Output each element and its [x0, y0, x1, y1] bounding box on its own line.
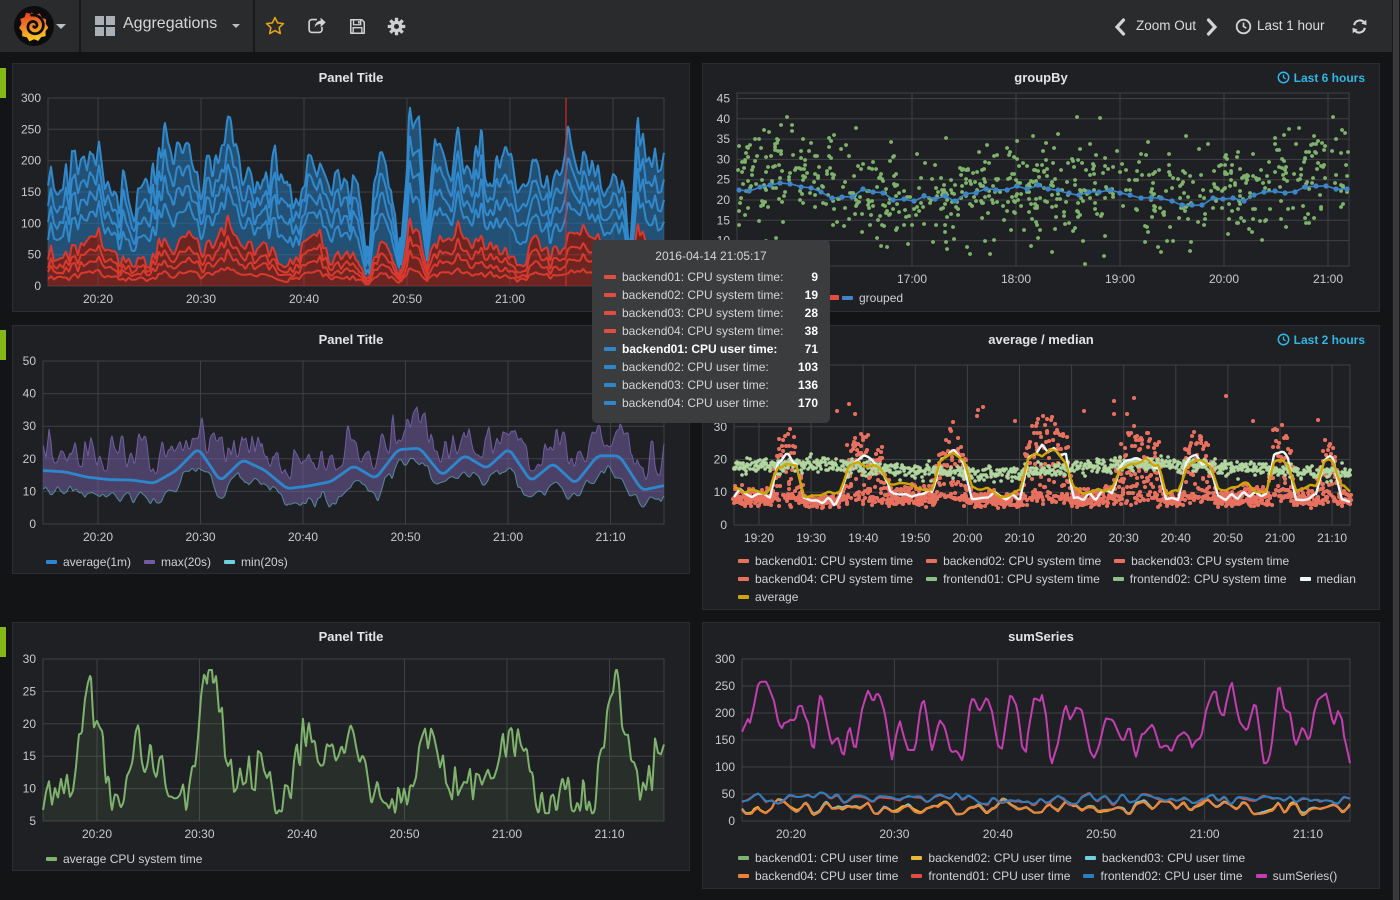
svg-text:250: 250	[715, 679, 735, 693]
svg-text:15: 15	[717, 213, 731, 227]
svg-text:20: 20	[714, 453, 728, 467]
svg-text:20:50: 20:50	[389, 827, 419, 841]
svg-text:21:00: 21:00	[493, 530, 523, 544]
svg-text:30: 30	[717, 152, 731, 166]
svg-text:21:10: 21:10	[1293, 827, 1323, 841]
svg-text:21:00: 21:00	[1190, 827, 1220, 841]
svg-text:21:00: 21:00	[492, 827, 522, 841]
svg-text:20:40: 20:40	[1161, 531, 1191, 545]
svg-text:30: 30	[23, 652, 37, 666]
svg-text:150: 150	[715, 733, 735, 747]
svg-text:25: 25	[23, 684, 37, 698]
svg-text:20:30: 20:30	[185, 530, 215, 544]
svg-text:21:00: 21:00	[1265, 531, 1295, 545]
svg-text:25: 25	[717, 173, 731, 187]
svg-text:19:30: 19:30	[796, 531, 826, 545]
svg-text:20: 20	[23, 717, 37, 731]
svg-text:21:10: 21:10	[595, 530, 625, 544]
svg-text:19:40: 19:40	[848, 531, 878, 545]
svg-text:50: 50	[722, 787, 736, 801]
svg-text:20:40: 20:40	[289, 292, 319, 306]
svg-text:10: 10	[23, 484, 37, 498]
svg-text:21:00: 21:00	[1313, 272, 1343, 286]
svg-text:20:20: 20:20	[83, 530, 113, 544]
svg-text:5: 5	[29, 814, 36, 828]
svg-text:40: 40	[23, 387, 37, 401]
svg-text:20:40: 20:40	[983, 827, 1013, 841]
svg-text:0: 0	[720, 518, 727, 532]
svg-text:21:10: 21:10	[1317, 531, 1347, 545]
svg-text:20:00: 20:00	[1209, 272, 1239, 286]
svg-text:20:50: 20:50	[392, 292, 422, 306]
svg-text:100: 100	[21, 216, 41, 230]
svg-text:10: 10	[714, 485, 728, 499]
svg-text:100: 100	[715, 760, 735, 774]
svg-text:20:20: 20:20	[776, 827, 806, 841]
svg-text:20:20: 20:20	[1057, 531, 1087, 545]
svg-text:20: 20	[23, 452, 37, 466]
svg-text:20:30: 20:30	[186, 292, 216, 306]
svg-text:45: 45	[717, 92, 731, 106]
svg-text:20:40: 20:40	[288, 530, 318, 544]
svg-text:40: 40	[717, 112, 731, 126]
svg-text:0: 0	[29, 517, 36, 531]
svg-text:17:00: 17:00	[897, 272, 927, 286]
svg-text:200: 200	[715, 706, 735, 720]
svg-text:30: 30	[714, 420, 728, 434]
svg-text:20:30: 20:30	[184, 827, 214, 841]
svg-text:21:00: 21:00	[495, 292, 525, 306]
svg-text:20:50: 20:50	[390, 530, 420, 544]
svg-text:300: 300	[715, 652, 735, 666]
svg-text:20:00: 20:00	[952, 531, 982, 545]
svg-text:18:00: 18:00	[1001, 272, 1031, 286]
svg-text:20:20: 20:20	[83, 292, 113, 306]
svg-text:19:20: 19:20	[744, 531, 774, 545]
svg-text:0: 0	[728, 814, 735, 828]
svg-text:20: 20	[717, 193, 731, 207]
svg-text:20:50: 20:50	[1213, 531, 1243, 545]
svg-text:35: 35	[717, 132, 731, 146]
svg-text:200: 200	[21, 154, 41, 168]
svg-text:10: 10	[23, 782, 37, 796]
svg-text:19:50: 19:50	[900, 531, 930, 545]
svg-text:20:30: 20:30	[879, 827, 909, 841]
svg-text:250: 250	[21, 122, 41, 136]
svg-text:50: 50	[23, 354, 37, 368]
svg-text:19:00: 19:00	[1105, 272, 1135, 286]
svg-text:20:20: 20:20	[82, 827, 112, 841]
svg-text:20:30: 20:30	[1109, 531, 1139, 545]
svg-text:30: 30	[23, 419, 37, 433]
svg-text:20:40: 20:40	[287, 827, 317, 841]
svg-text:50: 50	[28, 248, 42, 262]
svg-text:20:10: 20:10	[1004, 531, 1034, 545]
svg-text:20:50: 20:50	[1086, 827, 1116, 841]
svg-text:150: 150	[21, 185, 41, 199]
svg-text:21:10: 21:10	[594, 827, 624, 841]
svg-text:15: 15	[23, 749, 37, 763]
svg-text:300: 300	[21, 91, 41, 105]
svg-text:0: 0	[34, 279, 41, 293]
